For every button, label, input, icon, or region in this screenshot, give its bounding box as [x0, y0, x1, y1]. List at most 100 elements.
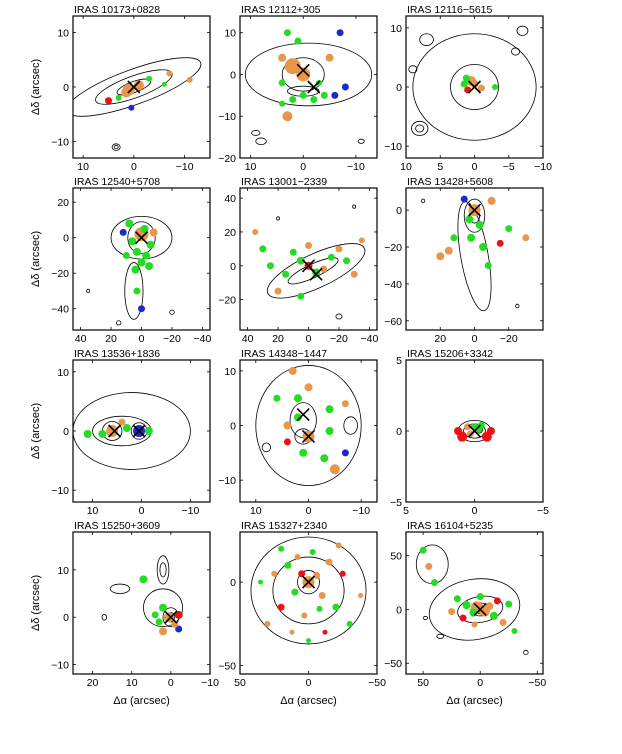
- panel: IRAS 12112+305 10 0 −10 10 0 −10 −20: [218, 4, 378, 173]
- data-point-orange: [106, 425, 119, 437]
- data-point-green: [299, 91, 307, 99]
- data-point-blue: [341, 83, 349, 91]
- y-tick-label: −10: [51, 137, 69, 149]
- contour: [244, 42, 373, 107]
- x-tick-label: 50: [234, 677, 246, 689]
- y-tick-label: −5: [390, 497, 402, 509]
- data-point-orange: [485, 602, 494, 611]
- data-point-green: [479, 243, 488, 252]
- x-tick-label: 10: [126, 677, 138, 689]
- nucleus-cross-marker: [301, 575, 316, 589]
- y-tick-label: 0: [63, 612, 69, 624]
- data-point-green: [505, 225, 513, 233]
- data-point-orange: [186, 76, 193, 83]
- data-point-orange: [522, 234, 530, 242]
- data-point-red: [277, 603, 285, 611]
- contour: [412, 33, 537, 141]
- panel-title: IRAS 13536+1836: [74, 348, 160, 360]
- data-point-green: [460, 80, 468, 88]
- nucleus-cross-marker: [296, 63, 310, 77]
- x-tick-label: −10: [182, 505, 200, 517]
- data-point-orange: [329, 464, 340, 475]
- panel: IRAS 14348−1447 10 0 −10 10 0 −10: [218, 348, 378, 517]
- y-tick-label: 0: [396, 604, 402, 616]
- x-tick-label: −20: [500, 333, 518, 345]
- x-tick-label: −50: [528, 677, 546, 689]
- x-tick-label: −10: [201, 677, 219, 689]
- data-point-green: [133, 287, 141, 295]
- x-tick-label: −5: [537, 505, 549, 517]
- data-point-orange: [487, 196, 496, 205]
- x-tick-label: −5: [503, 161, 515, 173]
- data-point-green: [297, 292, 305, 300]
- contour: [266, 243, 366, 299]
- data-point-green: [296, 256, 305, 265]
- contour: [421, 198, 426, 204]
- x-tick-label: 0: [472, 161, 478, 173]
- nucleus-cross-marker: [132, 424, 146, 438]
- data-point-orange: [163, 612, 174, 623]
- data-point-green: [83, 429, 92, 438]
- y-axis-label: Δδ (arcsec): [30, 403, 42, 459]
- y-tick-label: 10: [224, 28, 236, 40]
- contour: [86, 288, 91, 294]
- plot-area: [252, 204, 366, 320]
- data-point-green: [477, 421, 485, 429]
- y-axis-label: Δδ (arcsec): [30, 575, 42, 631]
- contour: [463, 198, 486, 233]
- data-point-orange: [466, 430, 474, 438]
- nucleus-cross-marker: [307, 80, 321, 94]
- x-tick-label: −10: [352, 505, 370, 517]
- y-tick-label: 40: [224, 193, 236, 205]
- data-point-green: [98, 429, 107, 438]
- y-tick-label: −20: [218, 153, 236, 165]
- data-point-green: [511, 627, 518, 634]
- contour: [276, 216, 280, 221]
- data-point-orange: [444, 246, 453, 255]
- data-point-orange: [283, 421, 292, 430]
- data-point-orange: [252, 228, 259, 235]
- x-axis-label: Δα (arcsec): [446, 695, 503, 707]
- contour: [523, 649, 529, 656]
- contour: [111, 143, 121, 151]
- contour: [113, 145, 119, 150]
- data-point-green: [155, 618, 163, 626]
- data-point-green: [125, 219, 134, 228]
- data-point-red: [486, 427, 495, 435]
- panel-title: IRAS 16104+5235: [407, 520, 493, 532]
- data-point-green: [115, 94, 122, 101]
- nucleus-cross-marker: [301, 429, 316, 444]
- contour: [143, 588, 183, 628]
- data-point-green: [343, 257, 351, 265]
- x-tick-label: −40: [193, 333, 211, 345]
- data-point-orange: [121, 87, 132, 98]
- contour: [73, 392, 191, 470]
- data-point-orange: [313, 571, 321, 579]
- data-point-orange: [301, 612, 308, 619]
- contour: [352, 204, 357, 209]
- data-point-orange: [318, 591, 326, 599]
- panel-title: IRAS 10173+0828: [74, 4, 160, 16]
- data-point-green: [505, 600, 513, 608]
- x-tick-label: 0: [139, 333, 145, 345]
- data-point-red: [174, 610, 183, 619]
- panel: IRAS 16104+5235 50 0 −50 50 0 −50 Δα (arcsec): [384, 520, 546, 707]
- nucleus-cross-marker: [309, 267, 323, 281]
- x-tick-label: 5: [437, 161, 443, 173]
- contour: [251, 130, 261, 136]
- y-tick-label: −10: [384, 141, 402, 153]
- data-point-green: [419, 546, 427, 554]
- nucleus-cross-marker: [164, 610, 178, 624]
- x-tick-label: 20: [87, 677, 99, 689]
- y-tick-label: 0: [63, 426, 69, 438]
- data-point-green: [258, 579, 264, 585]
- y-tick-label: −40: [51, 304, 69, 316]
- contour: [297, 570, 320, 595]
- x-tick-label: 50: [417, 677, 429, 689]
- data-point-green: [259, 245, 267, 253]
- plot-area: [244, 29, 373, 146]
- data-point-red: [298, 570, 306, 578]
- y-tick-label: −20: [51, 268, 69, 280]
- data-point-green: [131, 265, 140, 274]
- data-point-green: [489, 611, 498, 620]
